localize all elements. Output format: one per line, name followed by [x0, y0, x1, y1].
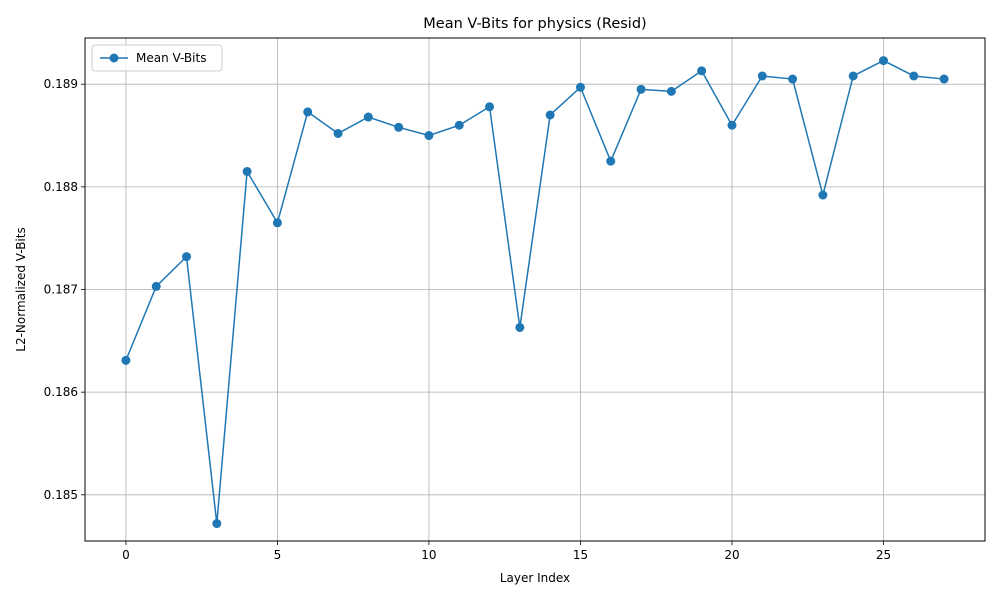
data-point	[333, 128, 343, 138]
data-point	[303, 107, 313, 117]
data-point	[878, 56, 888, 66]
series-line	[125, 59, 945, 525]
data-point	[424, 131, 434, 141]
y-tick-label: 0.186	[44, 385, 78, 399]
legend: Mean V-Bits	[91, 44, 223, 72]
data-point	[606, 156, 616, 166]
x-axis: 0 5 10 15 20 25	[122, 541, 891, 562]
x-tick-label: 20	[724, 548, 739, 562]
chart-title: Mean V-Bits for physics (Resid)	[423, 16, 646, 32]
x-tick-label: 25	[876, 548, 891, 562]
x-tick-label: 10	[421, 548, 436, 562]
data-point	[697, 66, 707, 76]
data-point	[272, 218, 282, 228]
x-tick-label: 0	[122, 548, 130, 562]
x-tick-label: 5	[274, 548, 282, 562]
data-point	[666, 86, 676, 96]
data-point	[575, 82, 585, 92]
data-point	[121, 355, 131, 365]
y-tick-label: 0.188	[44, 180, 78, 194]
legend-box	[91, 44, 223, 72]
y-tick-label: 0.189	[44, 77, 78, 91]
data-point	[818, 190, 828, 200]
data-point	[151, 281, 161, 291]
y-axis-title: L2-Normalized V-Bits	[14, 227, 28, 351]
data-point	[454, 120, 464, 130]
data-point	[636, 84, 646, 94]
x-axis-title: Layer Index	[500, 571, 570, 585]
data-point	[848, 71, 858, 81]
data-point	[788, 74, 798, 84]
series-layer	[121, 56, 949, 529]
y-tick-label: 0.187	[44, 283, 78, 297]
y-tick-label: 0.185	[44, 488, 78, 502]
x-tick-label: 15	[573, 548, 588, 562]
data-point	[909, 71, 919, 81]
data-point	[757, 71, 767, 81]
data-point	[727, 120, 737, 130]
data-point	[939, 74, 949, 84]
y-axis: 0.185 0.186 0.187 0.188 0.189	[44, 77, 85, 502]
plot-area	[84, 37, 986, 542]
data-point	[515, 322, 525, 332]
legend-label: Mean V-Bits	[136, 51, 206, 65]
legend-marker-swatch	[109, 53, 119, 63]
data-point	[212, 519, 222, 529]
data-point	[242, 166, 252, 176]
data-point	[394, 122, 404, 132]
data-point	[545, 110, 555, 120]
data-point	[485, 102, 495, 112]
data-point	[182, 252, 192, 262]
data-point	[363, 112, 373, 122]
